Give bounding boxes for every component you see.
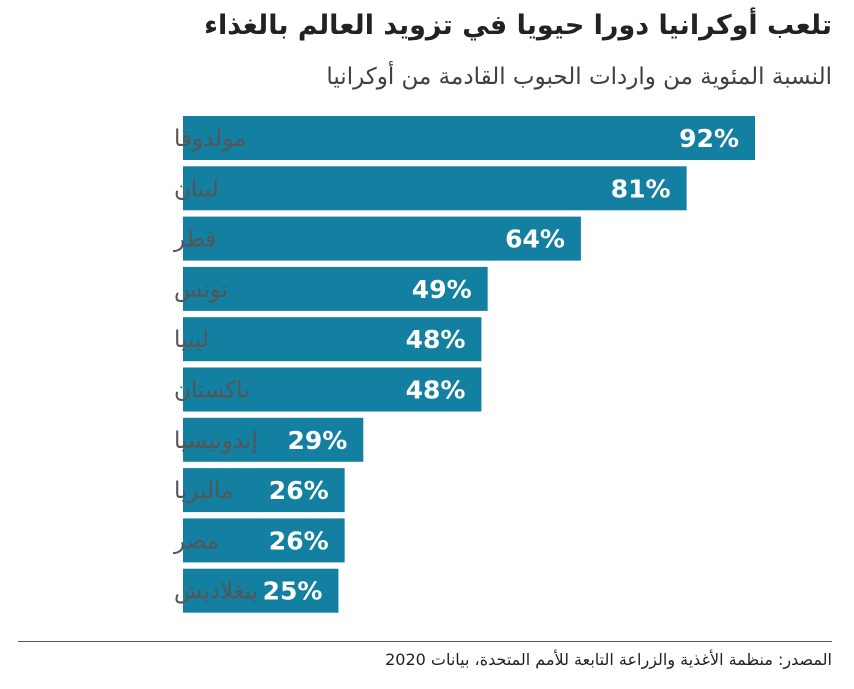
bar: [183, 266, 488, 311]
category-label: إندونيسيا: [174, 428, 258, 454]
bar: [183, 116, 755, 160]
category-label: ليبيا: [174, 327, 209, 353]
bar-value-label: 48%: [406, 376, 466, 405]
bar: [183, 166, 687, 211]
bar: [183, 216, 581, 261]
bar-value-label: 81%: [611, 174, 671, 203]
bar-value-label: 29%: [287, 426, 347, 455]
bar: [183, 468, 345, 513]
category-label: قطر: [173, 227, 217, 253]
bar: [183, 568, 339, 613]
category-label: مولدوفا: [174, 126, 246, 152]
category-label: مصر: [173, 528, 219, 554]
chart-subtitle: النسبة المئوية من واردات الحبوب القادمة …: [326, 64, 832, 90]
bar-value-label: 25%: [263, 577, 323, 606]
source-note: المصدر: منظمة الأغذية والزراعة التابعة ل…: [385, 650, 832, 669]
bar-value-label: 64%: [505, 225, 565, 254]
category-label: باكستان: [174, 378, 250, 404]
category-label: لبنان: [174, 176, 219, 202]
bar: [183, 367, 482, 412]
bar-value-label: 92%: [679, 124, 739, 153]
bar: [183, 317, 482, 362]
bar: [183, 417, 364, 462]
bar-value-label: 48%: [406, 325, 466, 354]
category-label: ماليزيا: [174, 478, 233, 504]
bar-value-label: 49%: [412, 275, 472, 304]
footer-divider: [18, 641, 832, 642]
bar-value-label: 26%: [269, 476, 329, 505]
category-label: بنغلاديش: [174, 579, 258, 605]
category-label: تونس: [174, 277, 228, 303]
bar: [183, 518, 345, 563]
chart-title: تلعب أوكرانيا دورا حيويا في تزويد العالم…: [204, 10, 832, 41]
bar-value-label: 26%: [269, 526, 329, 555]
